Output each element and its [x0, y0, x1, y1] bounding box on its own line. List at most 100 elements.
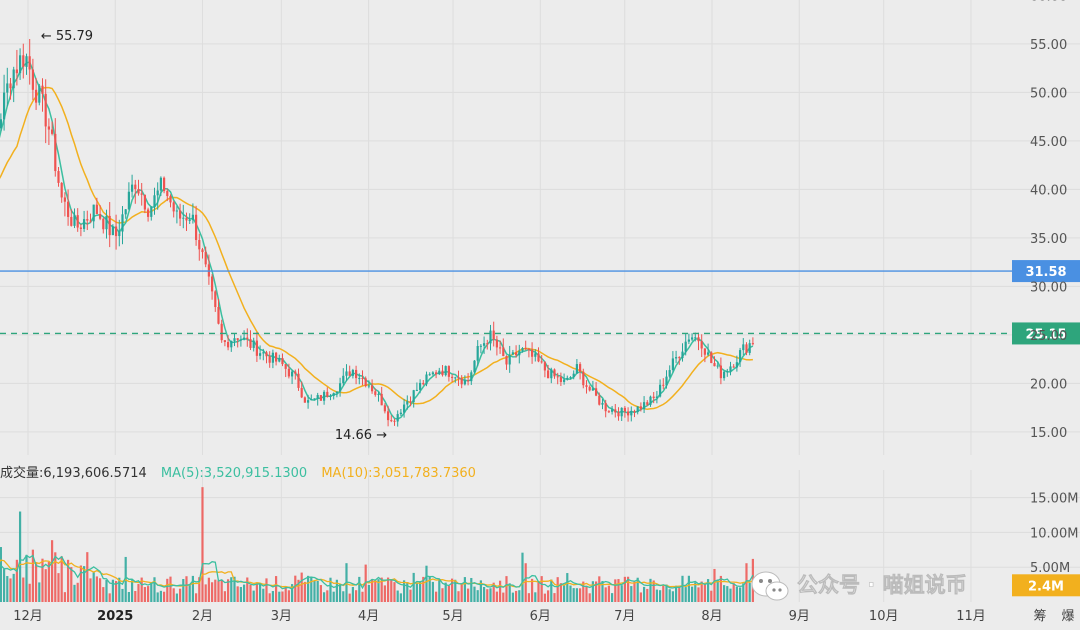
candle-body [185, 217, 188, 221]
candle-body [246, 337, 249, 340]
candle-body [316, 395, 319, 399]
candle-body [473, 360, 476, 373]
volume-bar [588, 593, 591, 602]
volume-bar [655, 589, 658, 602]
candle-body [534, 353, 537, 357]
candle-body [6, 83, 9, 93]
candle-body [329, 395, 332, 397]
volume-bar [377, 579, 380, 602]
candle-body [626, 411, 630, 416]
candle-body [111, 226, 114, 236]
price-tick-label: 55.00 [1030, 38, 1067, 53]
candles [0, 38, 754, 427]
candle-body [735, 362, 738, 368]
candle-body [82, 219, 86, 229]
candle-body [345, 371, 348, 376]
volume-bar [233, 576, 236, 602]
candle-body [137, 189, 140, 194]
candle-body [508, 354, 511, 365]
candle-body [306, 400, 310, 403]
candle-body [236, 338, 239, 340]
candle-body [434, 372, 438, 375]
candle-body [415, 389, 418, 391]
volume-bar [335, 579, 338, 602]
volume-bar [566, 573, 569, 602]
candle-body [252, 340, 255, 348]
volume-bar [498, 580, 502, 602]
volume-bar [143, 587, 146, 602]
candle-body [742, 344, 745, 351]
volume-bar [639, 592, 642, 602]
candle-body [668, 370, 671, 377]
candle-body [239, 339, 242, 341]
volume-ma-lines [0, 554, 754, 590]
volume-bar [530, 578, 534, 602]
volume-bar [470, 577, 473, 602]
candle-body [150, 206, 153, 217]
candle-body [214, 291, 217, 308]
price-tick-label: 50.00 [1030, 86, 1067, 101]
volume-bar [76, 582, 79, 602]
reference-badge-label: 25.15 [1025, 327, 1066, 342]
candle-body [319, 395, 322, 401]
volume-bar [34, 562, 38, 602]
candle-body [450, 376, 454, 378]
volume-bar [348, 593, 351, 602]
candle-body [98, 214, 102, 219]
candle-body [15, 69, 18, 74]
candle-body [294, 371, 297, 374]
candle-body [652, 396, 655, 399]
volume-bar [239, 587, 242, 602]
candle-body [748, 343, 751, 353]
candle-body [297, 373, 300, 388]
candle-body [105, 215, 108, 230]
candle-body [86, 219, 89, 221]
candle-body [233, 338, 236, 341]
candle-body [287, 368, 290, 377]
candle-body [630, 410, 633, 416]
candle-body [518, 350, 521, 356]
candle-body [361, 378, 364, 380]
volume-bar [198, 577, 201, 602]
volume-bar [463, 577, 466, 602]
candle-body [441, 370, 444, 376]
candle-body [620, 407, 623, 417]
candle-body [505, 356, 508, 365]
candle-body [134, 184, 137, 190]
volume-bar [70, 567, 73, 602]
volume-bar [316, 580, 319, 602]
candle-body [25, 56, 28, 67]
volume-bar [268, 593, 271, 602]
volume-bar [646, 588, 649, 602]
candle-body [642, 402, 646, 410]
volume-bar [642, 586, 646, 602]
candle-body [172, 202, 175, 212]
candle-body [655, 396, 658, 399]
volume-bar [706, 579, 710, 602]
candle-body [412, 390, 415, 403]
volume-bar [290, 584, 294, 602]
candle-body [130, 184, 134, 192]
volume-bar [636, 577, 639, 602]
candle-body [550, 369, 553, 379]
volume-bar [649, 578, 652, 602]
candle-body [463, 380, 466, 385]
candle-body [684, 341, 687, 352]
volume-bar [489, 588, 492, 602]
candle-body [697, 337, 700, 342]
volume-bar [185, 576, 188, 602]
candle-body [454, 377, 457, 379]
volume-bar [617, 579, 620, 602]
volume-bar [438, 578, 441, 602]
candle-body [431, 372, 434, 375]
volume-bar [578, 588, 582, 602]
price-tick-label: 20.00 [1030, 377, 1067, 392]
volume-bar [156, 592, 159, 602]
volume-bar [191, 575, 194, 602]
price-tick-label: 25.00 [1030, 329, 1067, 344]
moving-average-lines [0, 61, 754, 420]
candle-body [255, 340, 258, 356]
candle-body [242, 337, 246, 340]
volume-bar [505, 576, 508, 602]
volume-bar [92, 572, 95, 602]
